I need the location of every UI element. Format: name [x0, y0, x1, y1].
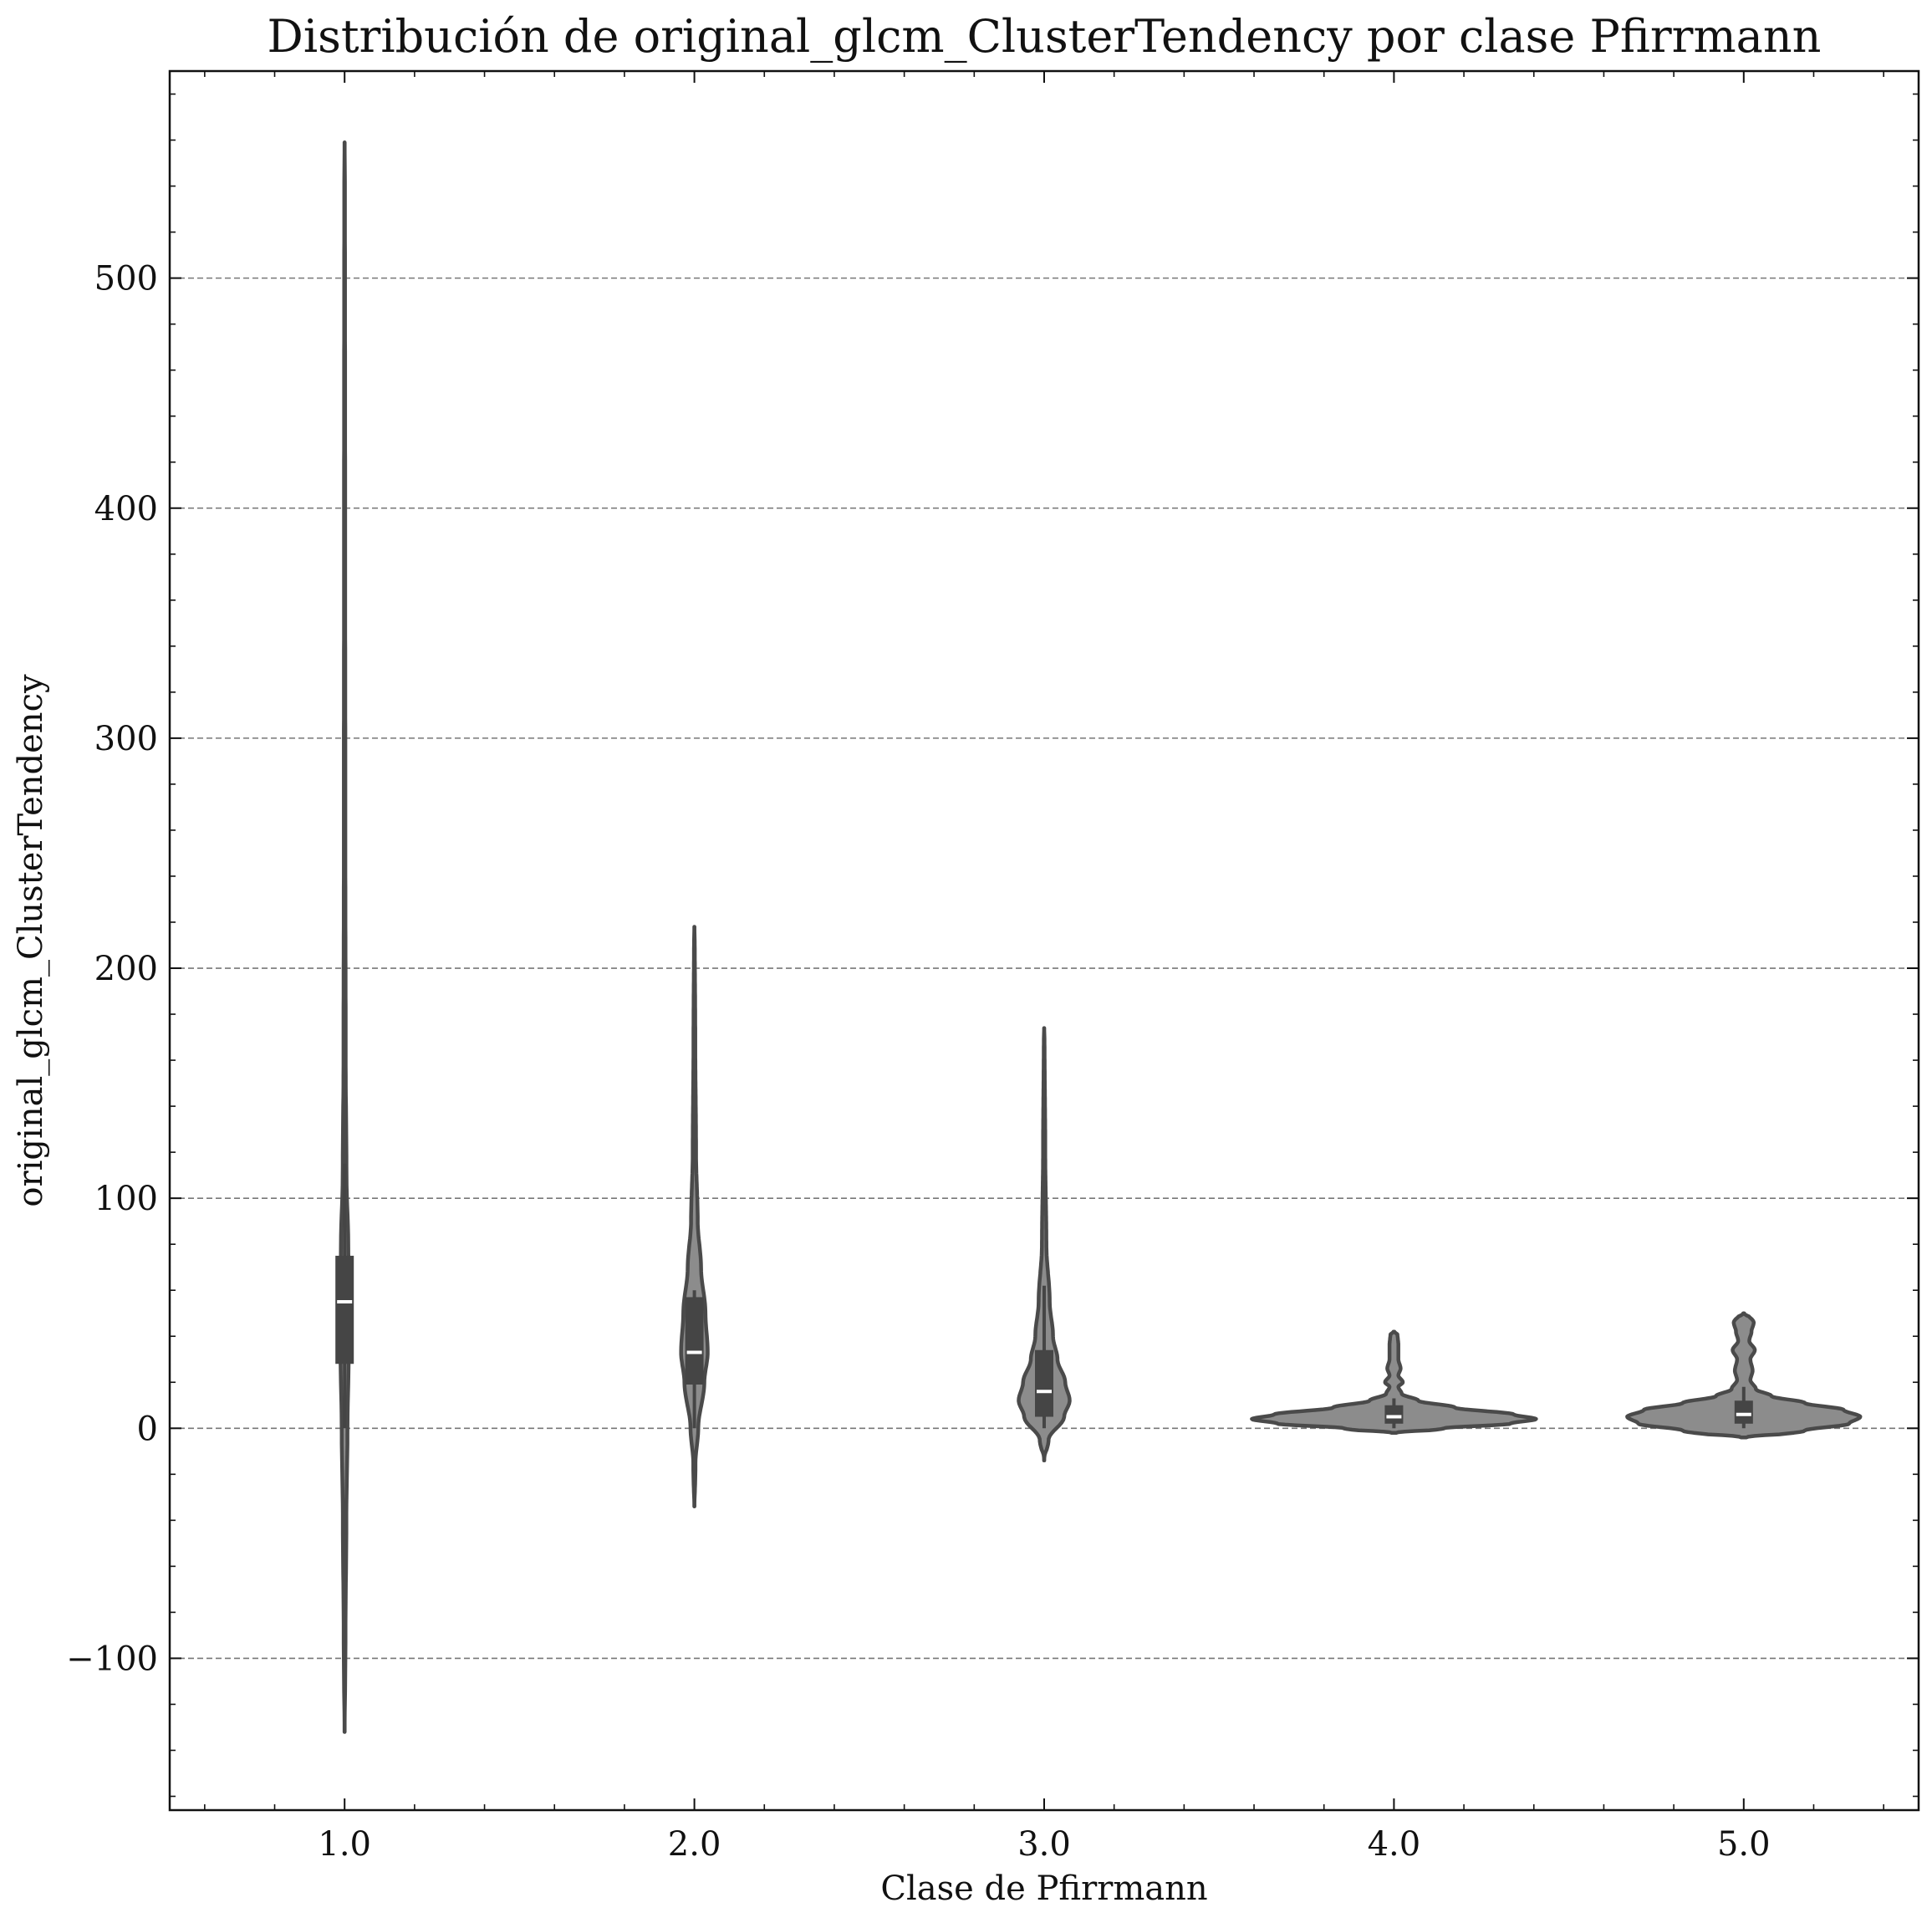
- y-tick-label: 300: [94, 720, 158, 758]
- violin-3.0: [1017, 1026, 1072, 1463]
- x-tick-label: 4.0: [1368, 1825, 1421, 1864]
- y-tick-label: 0: [137, 1410, 158, 1448]
- x-axis-label: Clase de Pfirrmann: [880, 1869, 1207, 1908]
- violin-5.0: [1625, 1311, 1863, 1440]
- iqr-box: [685, 1297, 704, 1385]
- violin-body: [337, 140, 352, 1734]
- iqr-box: [335, 1255, 354, 1364]
- violin-body: [1625, 1311, 1863, 1440]
- plot-frame: [168, 69, 1920, 1812]
- iqr-box: [1384, 1405, 1404, 1424]
- chart-title: Distribución de original_glcm_ClusterTen…: [268, 10, 1822, 63]
- axis-ticks: −100 0 100 200 300 400 500 1.0 2.0 3.0 4.0 5.0: [66, 71, 1919, 1864]
- iqr-box: [1734, 1400, 1753, 1424]
- violin-2.0: [679, 925, 710, 1509]
- y-tick-label: 200: [94, 950, 158, 988]
- violins: [335, 140, 1863, 1734]
- y-tick-label: −100: [66, 1640, 158, 1678]
- x-tick-label: 5.0: [1717, 1825, 1771, 1864]
- y-tick-label: 500: [94, 260, 158, 298]
- violin-body: [1017, 1026, 1072, 1463]
- x-tick-label: 3.0: [1017, 1825, 1071, 1864]
- y-axis-label: original_glcm_ClusterTendency: [12, 674, 50, 1207]
- x-tick-label: 1.0: [318, 1825, 371, 1864]
- iqr-box: [1035, 1349, 1053, 1417]
- violin-body: [1250, 1329, 1538, 1436]
- y-tick-label: 400: [94, 490, 158, 528]
- y-tick-label: 100: [94, 1180, 158, 1218]
- violin-4.0: [1250, 1329, 1538, 1436]
- x-tick-label: 2.0: [668, 1825, 721, 1864]
- violin-1.0: [335, 140, 354, 1734]
